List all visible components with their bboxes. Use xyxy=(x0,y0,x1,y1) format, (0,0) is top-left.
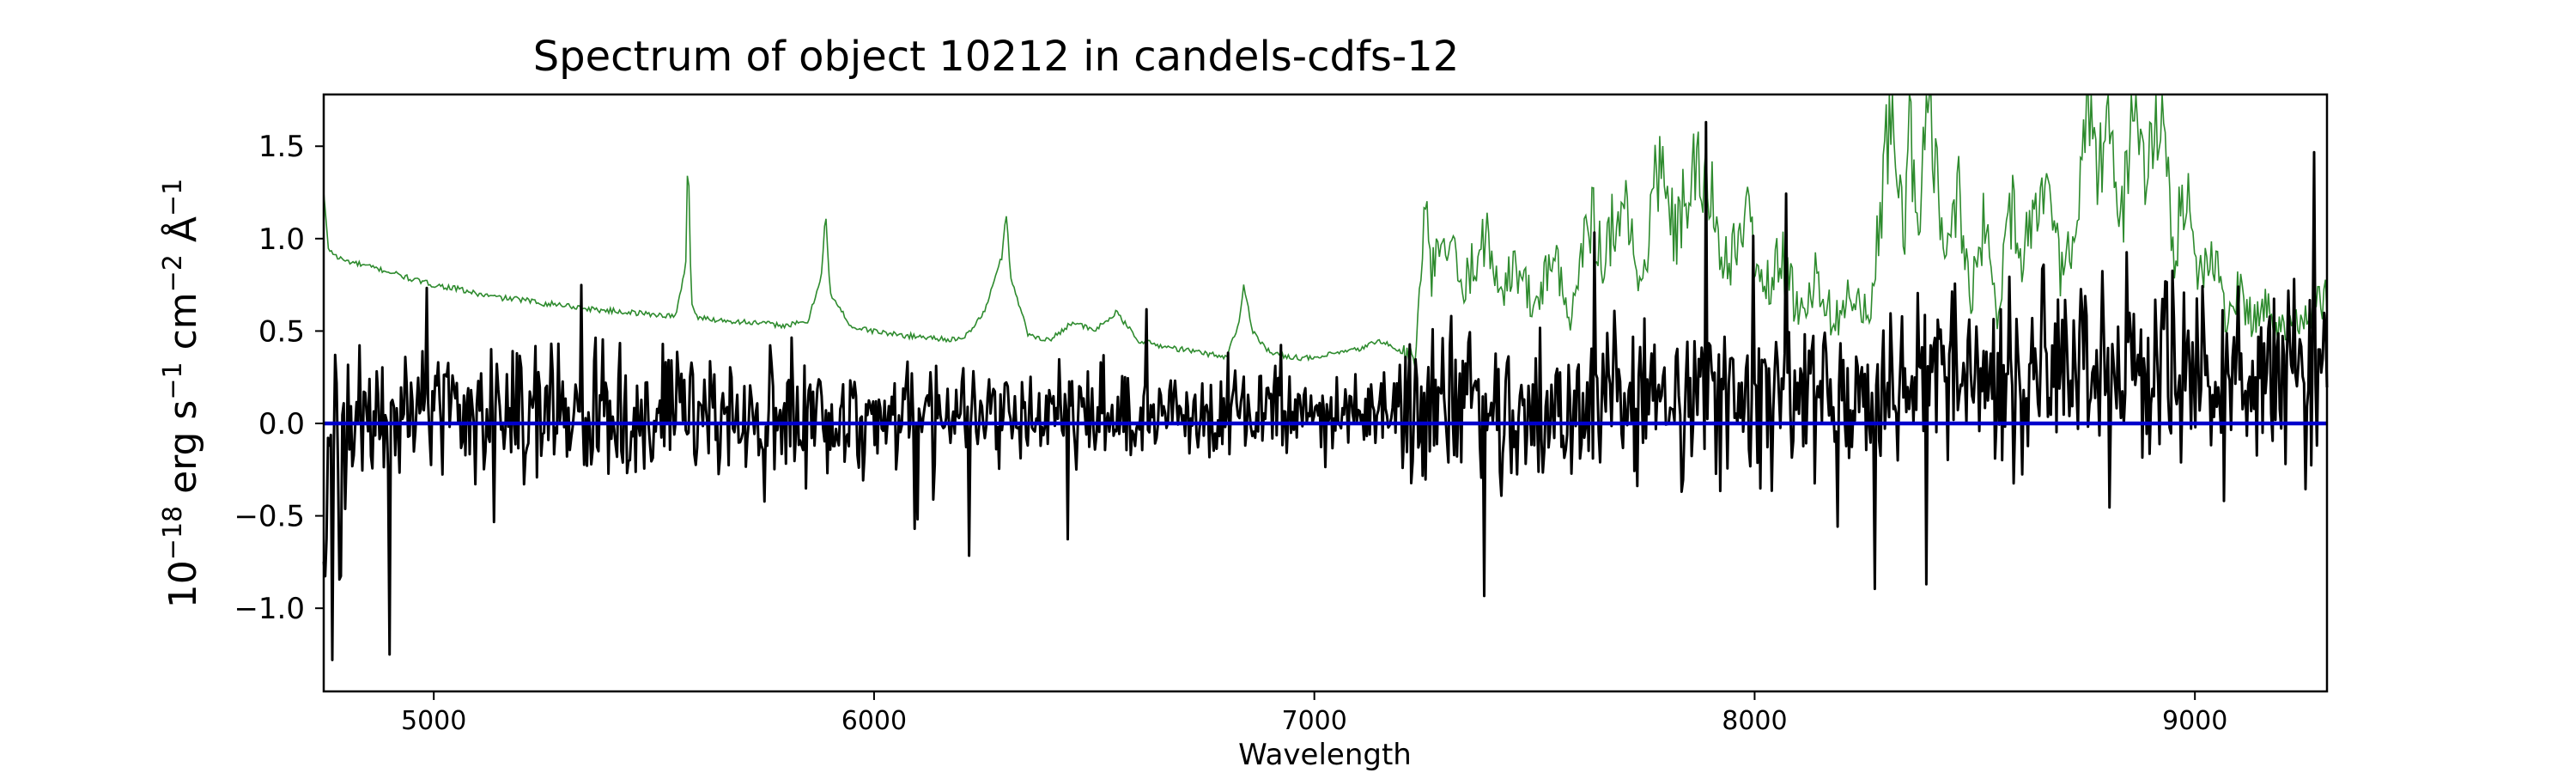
y-axis-label-part: −18 xyxy=(158,506,188,560)
x-tick-label: 8000 xyxy=(1722,706,1787,736)
y-axis-label: 10−18 erg s−1 cm−2 Å−1 xyxy=(158,179,206,608)
x-axis-ticks: 5000 6000 7000 8000 9000 xyxy=(401,691,2227,736)
y-axis-label-part: cm xyxy=(161,292,205,362)
x-tick-label: 6000 xyxy=(841,706,907,736)
x-tick-label: 5000 xyxy=(401,706,466,736)
y-axis-label-part: erg s xyxy=(161,400,205,506)
y-tick-label: 1.0 xyxy=(258,222,305,257)
plot-series xyxy=(322,94,2329,661)
y-axis-label-part: −2 xyxy=(158,254,188,292)
x-tick-label: 7000 xyxy=(1282,706,1347,736)
flux-spectrum-line xyxy=(322,120,2329,661)
y-axis-label-part: −1 xyxy=(158,362,188,399)
y-axis-label-part: −1 xyxy=(158,179,188,216)
y-axis-label-part: 10 xyxy=(161,560,205,608)
plot-frame xyxy=(322,93,2329,693)
y-axis-label-part: Å xyxy=(160,216,205,254)
y-tick-label: −1.0 xyxy=(234,592,305,626)
y-tick-label: 0.0 xyxy=(258,407,305,441)
y-tick-label: 1.5 xyxy=(258,130,305,164)
y-axis-ticks: −1.0 −0.5 0.0 0.5 1.0 1.5 xyxy=(234,130,324,626)
y-tick-label: −0.5 xyxy=(234,500,305,534)
x-tick-label: 9000 xyxy=(2162,706,2227,736)
chart-title: Spectrum of object 10212 in candels-cdfs… xyxy=(533,33,1460,81)
x-axis-label: Wavelength xyxy=(1238,738,1412,772)
error-spectrum-line xyxy=(323,94,2328,367)
y-tick-label: 0.5 xyxy=(258,314,305,349)
